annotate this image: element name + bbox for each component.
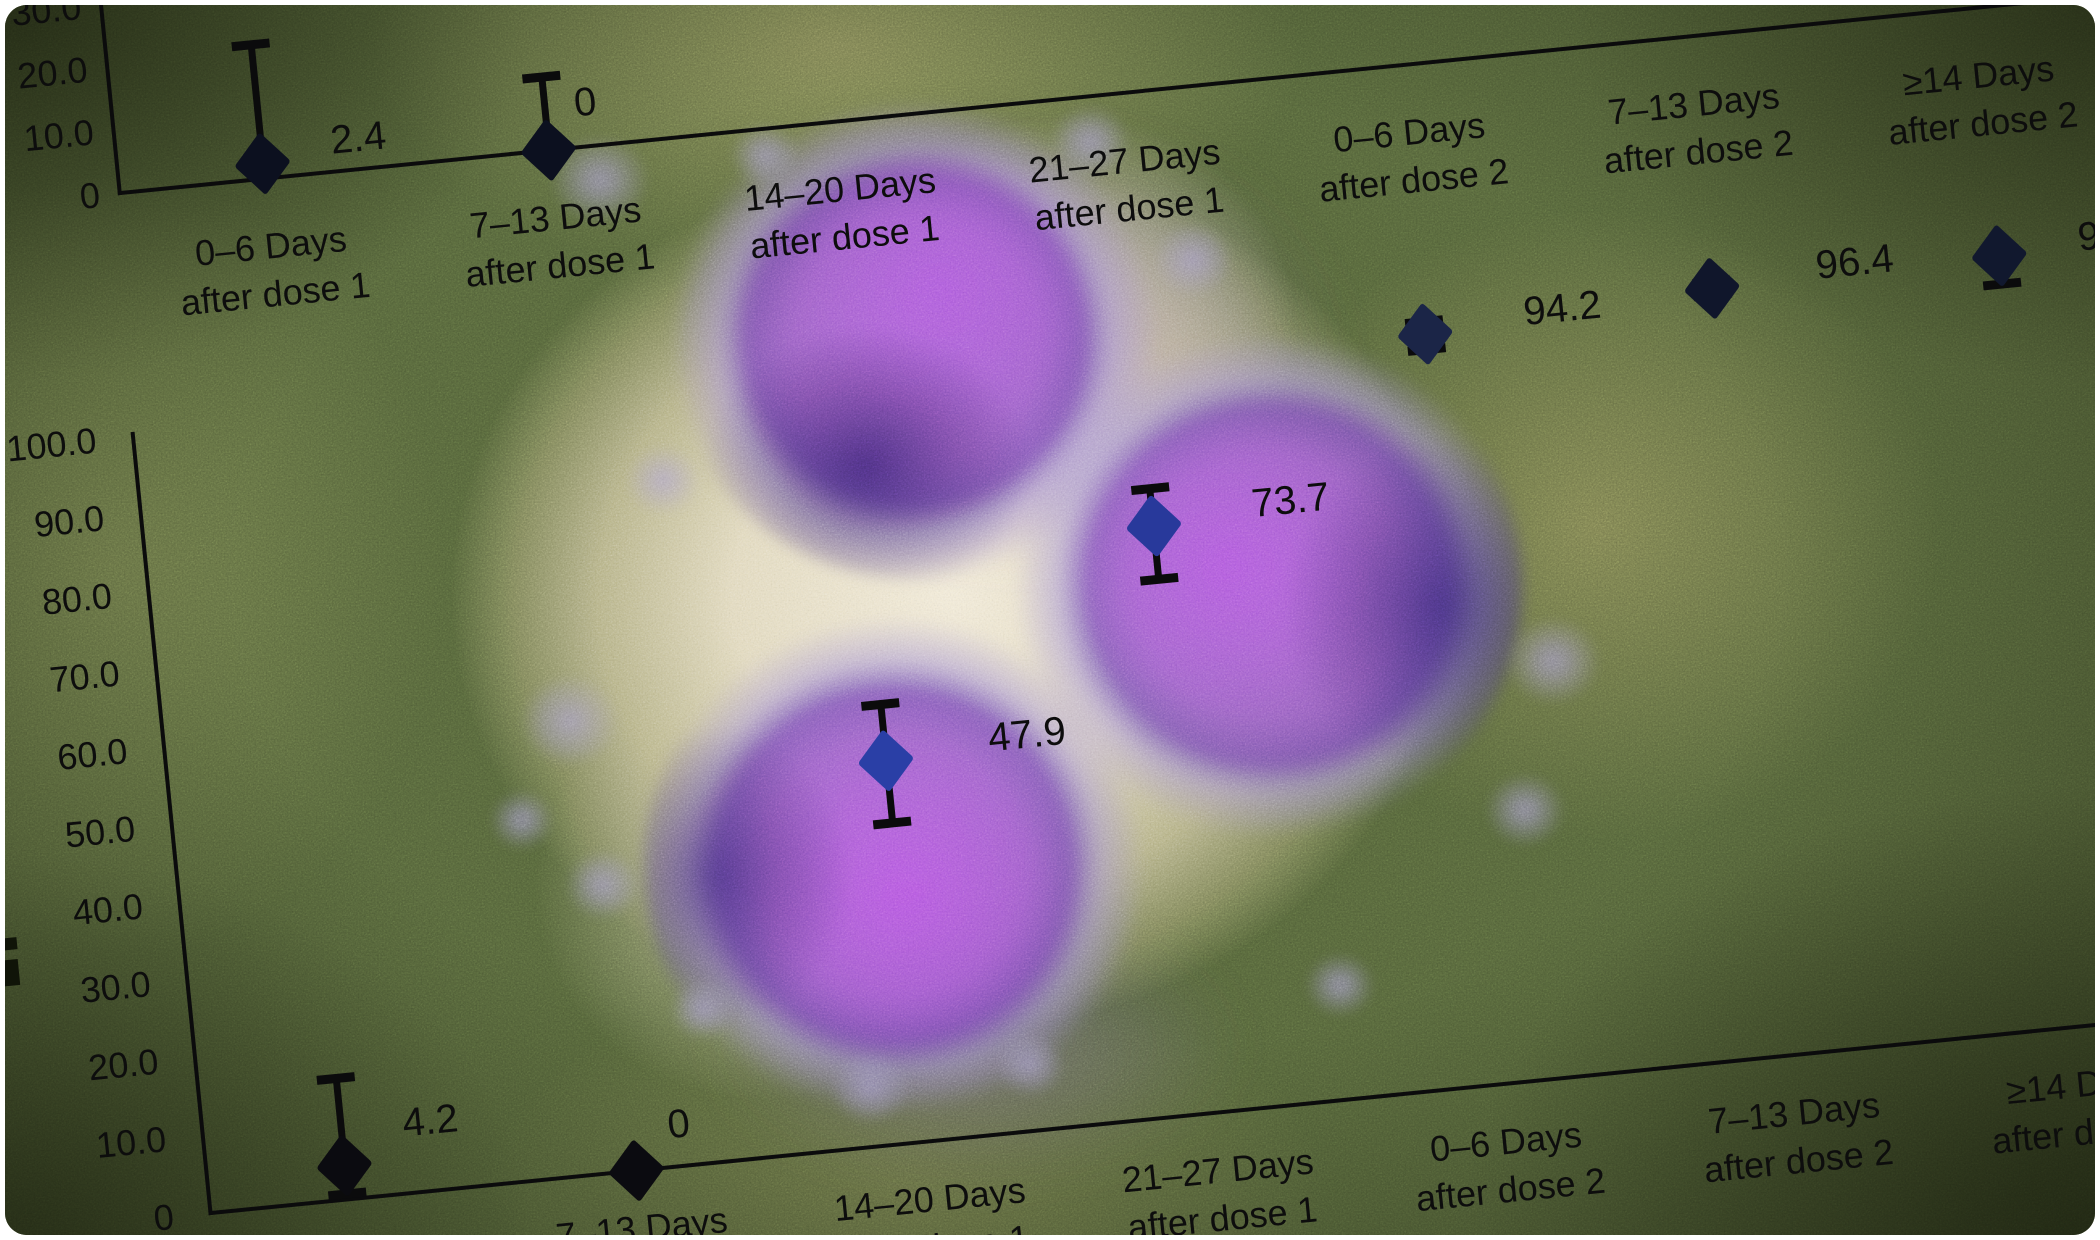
data-point-diamond [1125,494,1182,558]
data-point-value-label: 96 [2075,211,2095,260]
data-point-diamond [1397,302,1454,367]
data-point-value-label: 4.2 [400,1096,461,1146]
error-bar-cap-bottom [872,816,912,830]
data-point-diamond [607,1139,665,1203]
data-point-diamond [1683,256,1740,320]
effectiveness-chart-overlay: 30.0 20.0 10.0 0 0–6 Days after dose 1 7–13 Da… [5,5,2095,1235]
y-axis-line [130,431,213,1216]
data-point-value-label: 0 [665,1101,692,1148]
error-bar-cap-top [1130,482,1170,496]
data-point-diamond [857,729,915,793]
data-point-value-label: 47.9 [986,708,1068,761]
data-point-value-label: 96.4 [1813,236,1896,288]
y-tick-label: 100.0 [5,419,99,470]
y-tick-label: 90.0 [32,497,106,546]
chart-panel-bottom: 100.0 90.0 80.0 70.0 60.0 50.0 40.0 30.0 20.0 10.… [5,5,2095,1235]
error-bar-cap-bottom [1139,572,1179,586]
data-point-value-label: 73.7 [1249,474,1332,527]
figure-card: 30.0 20.0 10.0 0 0–6 Days after dose 1 7–13 Da… [5,5,2095,1235]
error-bar-cap-top [860,698,900,711]
error-bar-cap-top [316,1072,356,1086]
data-point-value-label: 94.2 [1521,282,1604,335]
